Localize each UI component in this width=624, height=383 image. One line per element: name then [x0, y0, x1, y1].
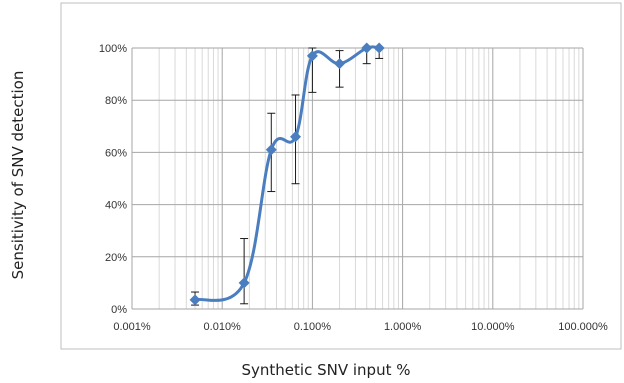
chart-area-border	[60, 2, 622, 350]
y-tick-label: 60%	[105, 147, 127, 159]
x-tick-label: 100.000%	[558, 321, 608, 333]
data-point	[189, 294, 201, 306]
series-line	[193, 45, 381, 302]
data-point	[373, 42, 385, 54]
major-gridlines	[131, 47, 584, 310]
x-tick-label: 0.100%	[294, 321, 332, 333]
y-tick-label: 100%	[99, 43, 127, 55]
y-tick-labels: 0% 20% 40% 60% 80% 100%	[99, 43, 127, 316]
data-point	[238, 277, 250, 289]
data-point	[290, 131, 302, 143]
data-point	[334, 58, 346, 70]
x-tick-label: 0.001%	[113, 321, 151, 333]
y-tick-label: 80%	[105, 95, 127, 107]
data-point	[361, 42, 373, 54]
y-tick-label: 40%	[105, 200, 127, 212]
data-point	[265, 144, 277, 156]
x-tick-label: 10.000%	[471, 321, 515, 333]
x-tick-label: 1.000%	[384, 321, 422, 333]
y-tick-label: 0%	[111, 304, 127, 316]
x-axis-title: Synthetic SNV input %	[242, 361, 411, 379]
series-markers	[189, 42, 385, 306]
x-tick-label: 0.010%	[204, 321, 242, 333]
y-axis-title: Sensitivity of SNV detection	[9, 71, 27, 280]
data-point	[306, 50, 318, 62]
minor-gridlines	[158, 48, 580, 309]
y-tick-label: 20%	[105, 252, 127, 264]
x-tick-labels: 0.001% 0.010% 0.100% 1.000% 10.000% 100.000%	[113, 321, 608, 333]
